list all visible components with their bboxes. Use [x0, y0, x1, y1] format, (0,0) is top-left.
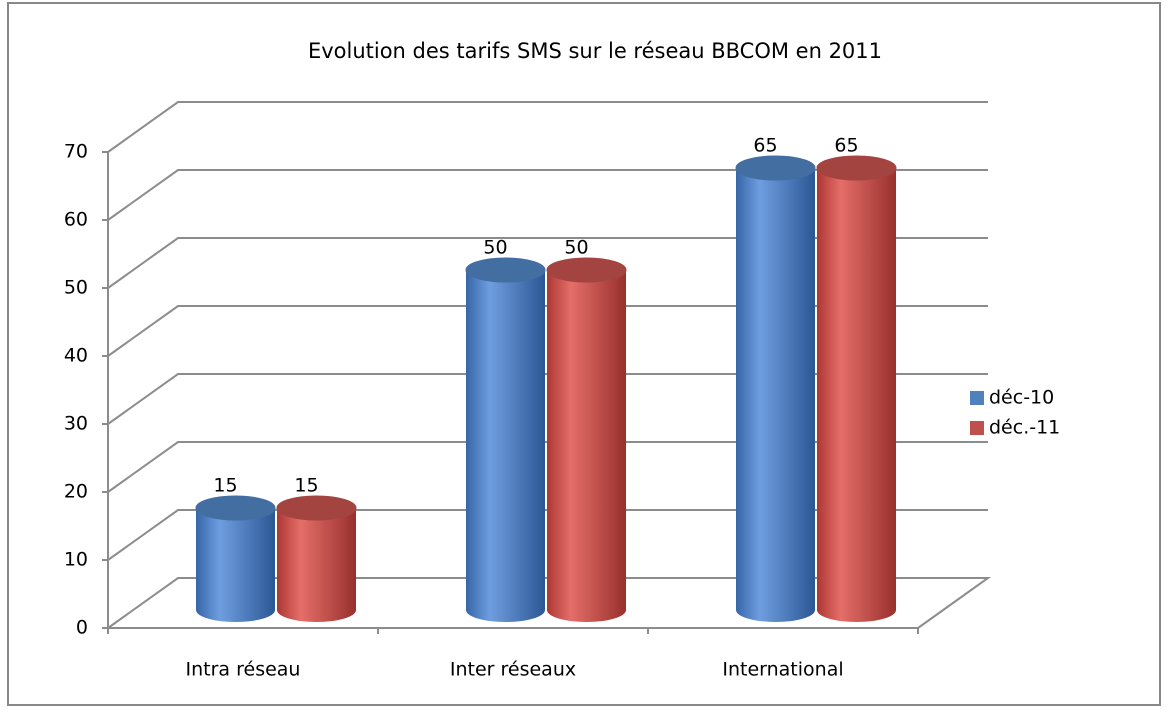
- bar: [276, 495, 357, 622]
- x-tick-label: Intra réseau: [186, 659, 301, 681]
- data-label: 50: [483, 237, 507, 259]
- bar-body: [196, 508, 275, 622]
- grid-line: [107, 373, 988, 425]
- bar-top: [735, 155, 816, 181]
- bar-top: [546, 257, 627, 283]
- legend-swatch: [970, 391, 984, 405]
- bar-body: [736, 168, 815, 622]
- bar-body: [817, 168, 896, 622]
- grid-line: [107, 509, 988, 561]
- bar-body: [277, 508, 356, 622]
- bar-top: [465, 257, 546, 283]
- bar: [195, 495, 276, 622]
- legend-label: déc-10: [989, 387, 1054, 409]
- data-label: 50: [564, 237, 588, 259]
- bar: [816, 155, 897, 622]
- y-tick-label: 30: [64, 413, 88, 435]
- data-label: 15: [294, 475, 318, 497]
- legend-label: déc.-11: [989, 417, 1060, 439]
- y-tick-label: 60: [64, 209, 88, 231]
- x-tick-label: Inter réseaux: [450, 659, 576, 681]
- data-label: 65: [834, 135, 858, 157]
- grid-line: [107, 101, 988, 153]
- bar: [546, 257, 627, 622]
- y-tick-label: 0: [76, 617, 88, 639]
- bar: [465, 257, 546, 622]
- grid-line: [107, 305, 988, 357]
- grid-line: [107, 169, 988, 221]
- bar-top: [816, 155, 897, 181]
- y-tick-label: 20: [64, 481, 88, 503]
- bar-top: [276, 495, 357, 521]
- x-tick-label: International: [722, 659, 843, 681]
- y-tick-label: 40: [64, 345, 88, 367]
- grid-line: [107, 237, 988, 289]
- y-tick-label: 70: [64, 141, 88, 163]
- bar-top: [195, 495, 276, 521]
- y-tick-label: 10: [64, 549, 88, 571]
- chart-title: Evolution des tarifs SMS sur le réseau B…: [308, 39, 882, 63]
- legend-swatch: [970, 421, 984, 435]
- data-label: 65: [753, 135, 777, 157]
- bar-body: [547, 270, 626, 622]
- bar: [735, 155, 816, 622]
- y-tick-label: 50: [64, 277, 88, 299]
- grid-line: [107, 441, 988, 493]
- data-label: 15: [213, 475, 237, 497]
- bar-body: [466, 270, 545, 622]
